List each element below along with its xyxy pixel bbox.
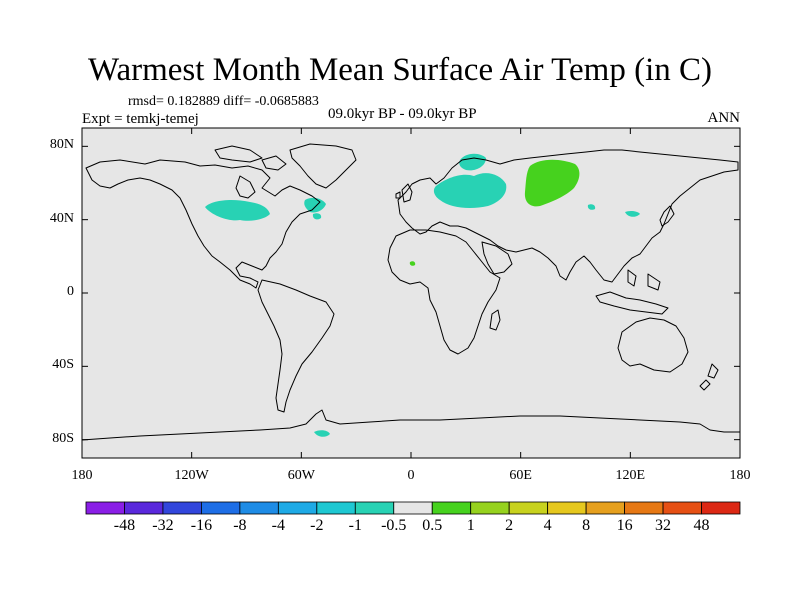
anomaly-scandinavia [433, 173, 507, 208]
coast-southeast-asia [595, 269, 669, 315]
lon-tick-label: 180 [729, 468, 751, 483]
anomaly-north-america [205, 199, 270, 221]
coast-arctic-islands [214, 145, 287, 171]
lat-tick-label: 0 [67, 284, 74, 299]
anomaly-west-siberia [524, 159, 580, 207]
colorbar-box [662, 501, 702, 515]
colorbar-box [124, 501, 164, 515]
coastlines [82, 143, 740, 441]
coast-south-america [257, 279, 335, 413]
colorbar-box [239, 501, 279, 515]
axis-ticks [81, 128, 741, 458]
lon-tick-label: 60E [509, 468, 532, 483]
colorbar-label: -2 [310, 517, 324, 534]
colorbar-box [508, 501, 549, 515]
colorbar-label: -8 [233, 517, 247, 534]
colorbar-label: -4 [271, 517, 285, 534]
colorbar-box [393, 501, 433, 515]
lat-tick-label: 40N [49, 210, 74, 226]
coast-north-america [85, 159, 321, 289]
anomaly-antarctica [314, 430, 330, 437]
coast-new-zealand [699, 363, 719, 391]
coast-australia [617, 317, 689, 373]
colorbar-label: 2 [505, 517, 514, 534]
lon-tick-label: 120E [615, 468, 646, 483]
colorbar-label: 1 [466, 517, 475, 534]
coast-africa [387, 229, 501, 355]
colorbar-label: 16 [616, 517, 633, 534]
coast-antarctica [82, 409, 740, 441]
colorbar-label: -32 [152, 517, 174, 534]
lon-tick-label: 0 [407, 468, 415, 483]
colorbar-label: 48 [693, 517, 710, 534]
lon-tick-label: 60W [287, 468, 315, 483]
coast-britain [395, 183, 413, 203]
anomaly-arabia-small [409, 261, 416, 266]
coast-madagascar [489, 309, 501, 331]
colorbar-label: 4 [543, 517, 552, 534]
colorbar-box [431, 501, 472, 515]
coast-greenland [289, 143, 357, 189]
anomaly-central-asia-small [625, 210, 640, 217]
colorbar-box [585, 501, 625, 515]
lat-tick-label: 40S [52, 357, 74, 373]
colorbar-box [85, 501, 125, 515]
coast-hudson-bay [235, 175, 256, 199]
colorbar-label: -48 [113, 517, 136, 534]
lat-tick-label: 80S [52, 430, 74, 446]
anomaly-siberia-small [587, 204, 596, 210]
colorbar-box [624, 501, 664, 515]
map-background [82, 128, 740, 458]
colorbar-box [470, 501, 510, 515]
colorbar-label: -1 [348, 517, 362, 534]
colorbar-box [547, 501, 587, 515]
anomaly-newfoundland [304, 197, 326, 213]
colorbar-box [201, 501, 241, 515]
lat-tick-label: 80N [49, 137, 74, 153]
coast-japan [659, 205, 675, 227]
colorbar-label: -0.5 [381, 517, 407, 534]
anomaly-canada-small [312, 213, 322, 220]
coast-arabia [481, 241, 513, 275]
anomaly-north-cape [459, 153, 486, 171]
experiment-label: Expt = temkj-temej [82, 111, 199, 127]
colorbar-label: 0.5 [422, 517, 443, 534]
colorbar-label: 32 [655, 517, 672, 534]
colorbar-label: 8 [582, 517, 591, 534]
lon-tick-label: 120W [174, 468, 209, 483]
anomaly-shading [205, 153, 640, 437]
colorbar-box [162, 501, 202, 515]
period-label: 09.0kyr BP - 09.0kyr BP [328, 106, 477, 122]
colorbar-box [277, 501, 318, 515]
lon-tick-label: 180 [71, 468, 93, 483]
colorbar-box [701, 501, 741, 515]
coast-eurasia [397, 149, 739, 283]
colorbar [85, 501, 741, 515]
colorbar-box [316, 501, 356, 515]
colorbar-label: -16 [190, 517, 213, 534]
stats-text: rmsd= 0.182889 diff= -0.0685883 [128, 94, 319, 109]
season-label: ANN [707, 110, 741, 126]
map-title: Warmest Month Mean Surface Air Temp (in … [87, 52, 713, 88]
colorbar-box [354, 501, 395, 515]
